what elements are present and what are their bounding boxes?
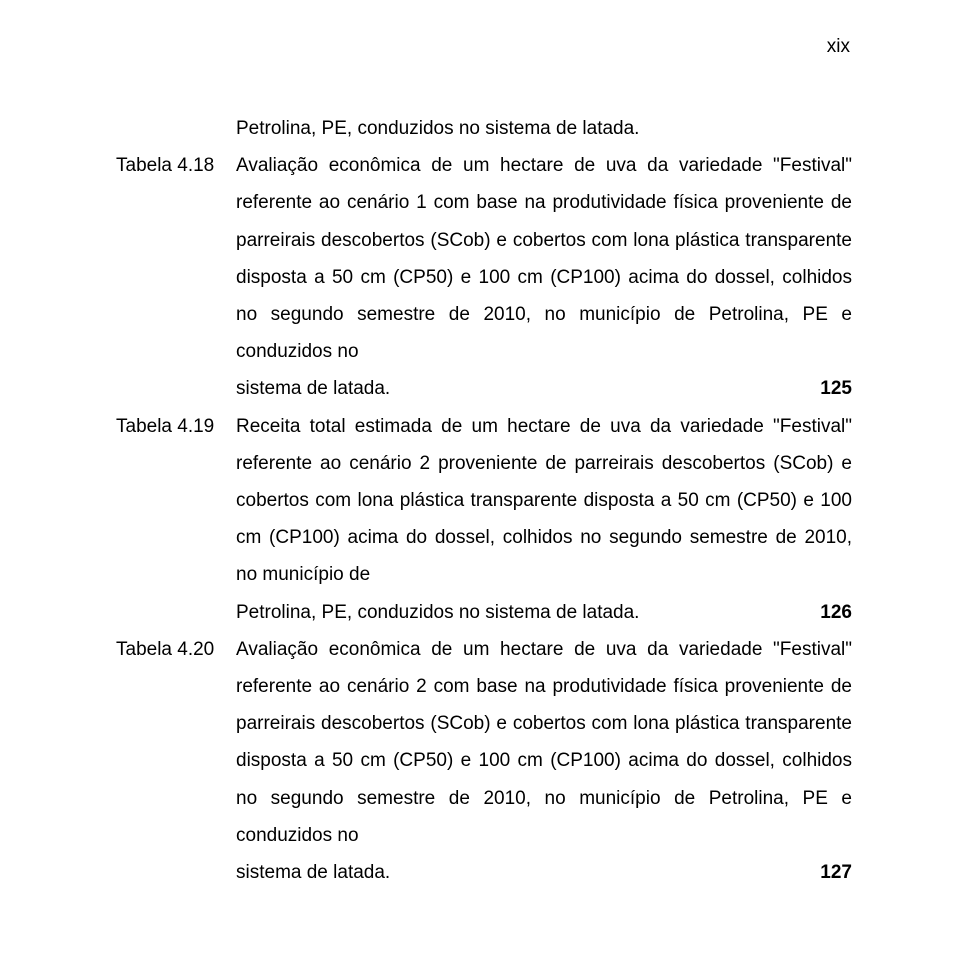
toc-label: Tabela 4.19	[116, 408, 236, 445]
toc-page-ref: 127	[820, 854, 852, 891]
toc-last-line: sistema de latada.	[236, 854, 792, 891]
toc-content: Petrolina, PE, conduzidos no sistema de …	[116, 110, 852, 891]
toc-page-ref: 126	[820, 594, 852, 631]
toc-entry: Petrolina, PE, conduzidos no sistema de …	[116, 110, 852, 147]
toc-body-text: Avaliação econômica de um hectare de uva…	[236, 639, 852, 846]
toc-text: Avaliação econômica de um hectare de uva…	[236, 631, 852, 891]
toc-body-text: Receita total estimada de um hectare de …	[236, 416, 852, 586]
toc-page-ref: 125	[820, 370, 852, 407]
toc-body-text: Avaliação econômica de um hectare de uva…	[236, 155, 852, 362]
page-header: xix	[827, 36, 850, 58]
toc-text: Receita total estimada de um hectare de …	[236, 408, 852, 631]
toc-last-line: sistema de latada.	[236, 370, 792, 407]
toc-label: Tabela 4.20	[116, 631, 236, 668]
toc-last-line: Petrolina, PE, conduzidos no sistema de …	[236, 594, 792, 631]
toc-entry: Tabela 4.18 Avaliação econômica de um he…	[116, 147, 852, 407]
toc-label: Tabela 4.18	[116, 147, 236, 184]
toc-text: Avaliação econômica de um hectare de uva…	[236, 147, 852, 407]
toc-entry: Tabela 4.20 Avaliação econômica de um he…	[116, 631, 852, 891]
toc-entry: Tabela 4.19 Receita total estimada de um…	[116, 408, 852, 631]
toc-text: Petrolina, PE, conduzidos no sistema de …	[236, 110, 852, 147]
